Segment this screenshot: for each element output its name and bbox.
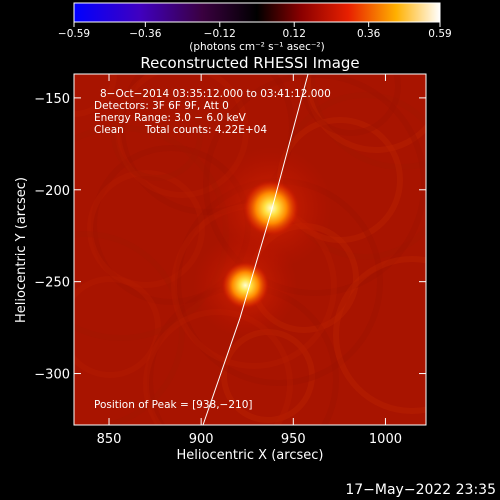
y-axis-label: Heliocentric Y (arcsec): [14, 177, 29, 323]
colorbar-tick-label: 0.12: [283, 28, 306, 40]
colorbar-tick-label: −0.59: [58, 28, 90, 40]
colorbar-scale: [73, 2, 441, 23]
source-peak: [221, 261, 270, 310]
chart-title: Reconstructed RHESSI Image: [140, 54, 359, 72]
texture-ring: [309, 74, 426, 170]
colorbar-tick-label: 0.36: [357, 28, 381, 40]
texture-ring: [87, 170, 205, 288]
colorbar-ticks: −0.59 −0.36 −0.12 0.12 0.36 0.59: [58, 22, 452, 40]
colorbar: −0.59 −0.36 −0.12 0.12 0.36 0.59 (photons cm⁻…: [58, 2, 452, 53]
y-tick-label: −250: [34, 276, 70, 291]
image-annotations: 8−Oct−2014 03:35:12.000 to 03:41:12.000 …: [94, 88, 331, 411]
plot-area: 850 900 950 1000 −150 −200 −250 −300: [34, 73, 427, 447]
y-tick-label: −300: [34, 368, 70, 383]
detectors-label: Detectors: 3F 6F 9F, Att 0: [94, 100, 229, 112]
time-range-label: 8−Oct−2014 03:35:12.000 to 03:41:12.000: [100, 88, 331, 100]
colorbar-tick-label: 0.59: [428, 28, 451, 40]
texture-ring: [301, 74, 401, 136]
texture-ring: [111, 89, 203, 181]
solar-limb-line: [202, 74, 309, 425]
x-tick-label: 950: [281, 432, 306, 447]
texture-ring: [333, 256, 426, 414]
colorbar-units: (photons cm⁻² s⁻¹ asec⁻²): [189, 41, 324, 53]
date-stamp: 17−May−2022 23:35: [345, 482, 496, 498]
emission-sources: [193, 146, 333, 338]
x-tick-label: 850: [97, 432, 122, 447]
colorbar-tick-label: −0.12: [204, 28, 236, 40]
texture-ring: [74, 231, 185, 425]
plot-frame: [73, 73, 427, 426]
x-tick-label: 1000: [369, 432, 402, 447]
source-peak: [243, 180, 300, 237]
x-axis-label: Heliocentric X (arcsec): [177, 448, 324, 463]
colorbar-tick-label: −0.36: [129, 28, 161, 40]
texture-ring: [203, 74, 426, 296]
y-tick-label: −200: [34, 184, 70, 199]
x-tick-label: 900: [189, 432, 214, 447]
texture-ring: [305, 74, 426, 153]
energy-range-label: Energy Range: 3.0 − 6.0 keV: [94, 112, 247, 124]
y-axis-ticks: −150 −200 −250 −300: [34, 92, 426, 383]
texture-ring: [74, 276, 161, 378]
total-counts-label: Total counts: 4.22E+04: [144, 124, 267, 136]
algorithm-label: Clean: [94, 124, 124, 136]
peak-position-label: Position of Peak = [938,−210]: [94, 399, 253, 411]
texture-ring: [119, 74, 295, 215]
x-axis-ticks: 850 900 950 1000: [97, 74, 402, 447]
y-tick-label: −150: [34, 92, 70, 107]
texture-ring: [115, 74, 249, 198]
